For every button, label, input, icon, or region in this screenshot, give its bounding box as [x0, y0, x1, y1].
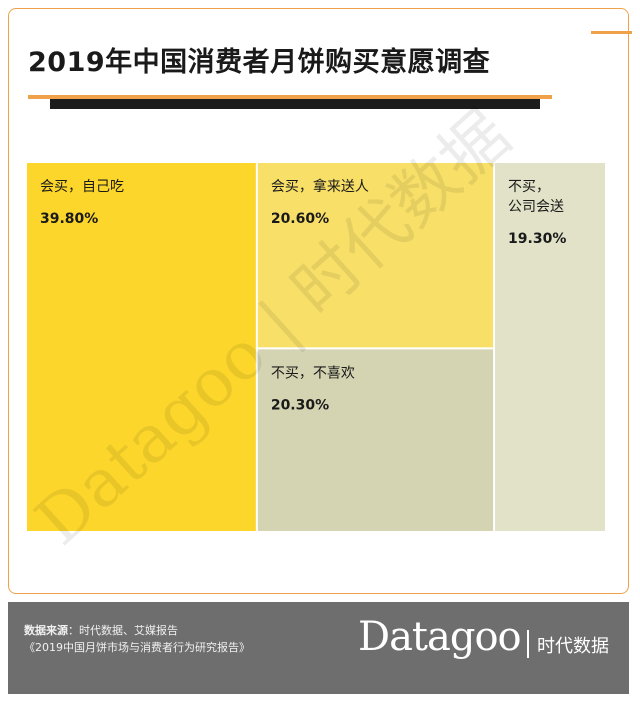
brand-divider — [527, 630, 529, 658]
cell-label: 会买，自己吃 — [40, 179, 124, 195]
corner-accent — [591, 31, 632, 34]
cell-label: 公司会送 — [508, 199, 564, 215]
cell-label: 不买， — [508, 179, 550, 195]
treemap-cell — [495, 163, 605, 531]
source-line: 数据来源：时代数据、艾媒报告 — [24, 622, 178, 638]
chart-title: 2019年中国消费者月饼购买意愿调查 — [28, 47, 491, 78]
cell-label: 会买，拿来送人 — [271, 178, 369, 195]
cell-value: 19.30% — [508, 231, 566, 247]
source-text: ：时代数据、艾媒报告 — [68, 624, 178, 637]
title-underline-bar — [50, 99, 540, 109]
treemap-cell — [257, 349, 494, 531]
brand-logo: Datagoo — [358, 614, 522, 660]
cell-value: 20.30% — [271, 397, 329, 413]
footer: 数据来源：时代数据、艾媒报告 《2019中国月饼市场与消费者行为研究报告》 Da… — [8, 602, 629, 694]
title-underline-accent — [28, 95, 552, 99]
cell-label: 不买，不喜欢 — [271, 365, 355, 381]
cell-value: 39.80% — [40, 211, 98, 227]
report-name: 《2019中国月饼市场与消费者行为研究报告》 — [24, 641, 250, 654]
treemap-cell — [257, 163, 494, 348]
cell-value: 20.60% — [271, 211, 329, 227]
treemap-cell — [27, 163, 256, 531]
source-label: 数据来源 — [24, 624, 68, 637]
brand-name-cn: 时代数据 — [537, 636, 609, 657]
